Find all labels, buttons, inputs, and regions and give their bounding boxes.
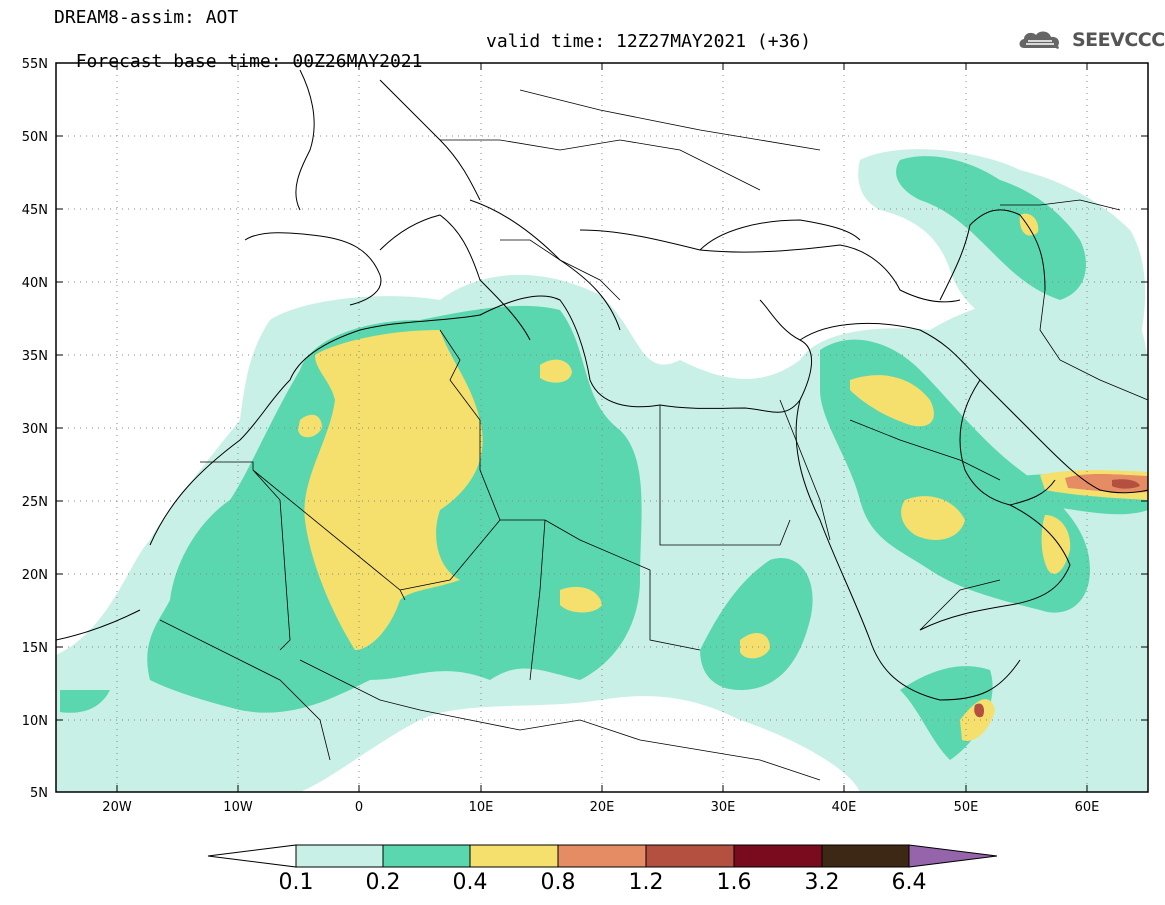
longitude-labels: 20W 10W 0 10E 20E 30E 40E 50E 60E [102, 800, 1099, 815]
latitude-labels: 55N 50N 45N 40N 35N 30N 25N 20N 15N 10N … [22, 57, 48, 801]
lat-label: 10N [22, 714, 48, 729]
lat-label: 35N [22, 349, 48, 364]
lat-label: 5N [30, 786, 48, 801]
lat-label: 15N [22, 641, 48, 656]
lat-label: 20N [22, 568, 48, 583]
coastlines [56, 69, 1148, 701]
colorbar-label: 0.8 [540, 870, 576, 895]
forecast-time-line: Forecast base time: 00Z26MAY2021 valid t… [54, 32, 811, 92]
aot-field-08-16 [974, 474, 1148, 718]
lat-label: 40N [22, 276, 48, 291]
lon-label: 60E [1075, 800, 1100, 815]
valid-time: valid time: 12Z27MAY2021 (+36) [486, 31, 812, 52]
lon-label: 10E [469, 800, 494, 815]
logo-text: SEEVCCC [1072, 29, 1165, 51]
forecast-base-time: Forecast base time: 00Z26MAY2021 [75, 51, 423, 72]
colorbar-label: 1.2 [628, 870, 664, 895]
map-title: DREAM8-assim: AOT [54, 7, 239, 28]
cloud-icon [1019, 31, 1060, 49]
axis-ticks [56, 63, 1148, 792]
colorbar-label: 0.2 [365, 870, 401, 895]
colorbar-label: 1.6 [716, 870, 752, 895]
lat-label: 25N [22, 495, 48, 510]
colorbar-label: 3.2 [804, 870, 840, 895]
lon-label: 20W [102, 800, 132, 815]
lat-label: 45N [22, 203, 48, 218]
lat-label: 55N [22, 57, 48, 72]
lat-label: 30N [22, 422, 48, 437]
colorbar-label: 0.4 [452, 870, 488, 895]
lon-label: 0 [355, 800, 363, 815]
lon-label: 40E [832, 800, 857, 815]
aot-field-04-08 [298, 213, 1148, 741]
seevccc-logo: SEEVCCC [1016, 26, 1165, 54]
lon-label: 20E [590, 800, 615, 815]
lon-label: 10W [223, 800, 253, 815]
country-borders [159, 89, 1148, 781]
colorbar-label: 0.1 [278, 870, 314, 895]
colorbar-label: 6.4 [891, 870, 927, 895]
lon-label: 50E [954, 800, 979, 815]
lon-label: 30E [711, 800, 736, 815]
lat-label: 50N [22, 130, 48, 145]
